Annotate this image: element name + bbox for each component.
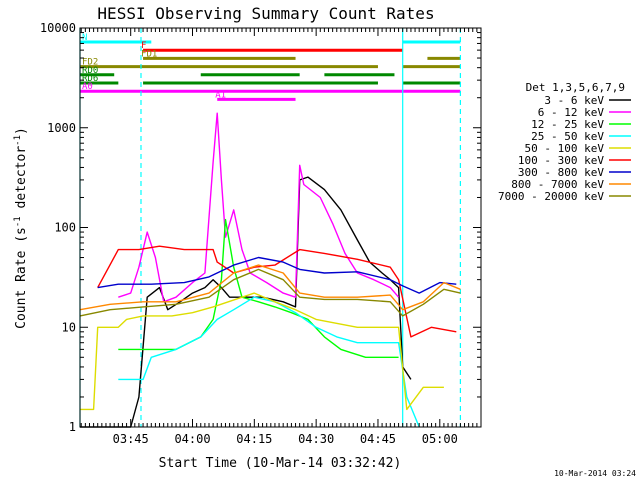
series-layer [79,112,461,428]
legend-label: 6 - 12 keV [538,106,605,119]
legend-label: 800 - 7000 keV [511,178,604,191]
flag-bar-label: F [141,41,146,51]
y-axis: 1 10 100 1000 10000 [40,21,481,434]
series-line [80,292,444,411]
timestamp: 10-Mar-2014 03:24 [554,469,636,478]
flag-bar-label: FD2 [82,58,98,68]
y-tick-label: 1000 [47,121,76,135]
flag-bar-label: A0 [82,82,93,92]
flag-bar-label: FD1 [141,49,157,59]
x-tick-label: 05:00 [422,432,458,446]
x-axis: 03:45 04:00 04:15 04:30 04:45 05:00 [80,28,482,446]
series-line [118,112,400,303]
x-tick-label: 04:30 [298,432,334,446]
plot-frame [79,27,482,428]
series-line [79,264,461,311]
legend-label: 7000 - 20000 keV [498,190,604,203]
legend-label: 300 - 800 keV [518,166,604,179]
y-tick-label: 10000 [40,21,76,35]
series-line [97,256,457,294]
x-tick-label: 03:45 [113,432,149,446]
x-tick-label: 04:00 [174,432,210,446]
flag-bar-label: A1 [215,90,226,100]
legend-label: 12 - 25 keV [531,118,604,131]
series-line [97,245,457,338]
series-line [118,296,420,428]
y-axis-label-exponent: -1 [13,216,23,227]
y-tick-label: 10 [62,320,76,334]
y-tick-label: 1 [69,420,76,434]
x-tick-label: 04:15 [236,432,272,446]
y-tick-label: 100 [54,221,76,235]
flag-bar-label: RD0 [82,66,98,76]
legend-label: 50 - 100 keV [525,142,605,155]
legend-label: 100 - 300 keV [518,154,604,167]
legend-label: 25 - 50 keV [531,130,604,143]
legend-label: 3 - 6 keV [544,94,604,107]
x-axis-label: Start Time (10-Mar-14 03:32:42) [159,456,402,471]
x-tick-label: 04:45 [360,432,396,446]
y-axis-label: Count Rate (s-1 detector-1) [13,127,29,329]
legend-title: Det 1,3,5,6,7,9 [526,81,625,94]
series-line [79,268,461,317]
flag-bar-label: RD6 [82,74,98,84]
y-axis-label-exponent-2: -1 [13,135,23,146]
chart-title: HESSI Observing Summary Count Rates [97,4,434,23]
flag-bar-label: N [82,33,87,43]
